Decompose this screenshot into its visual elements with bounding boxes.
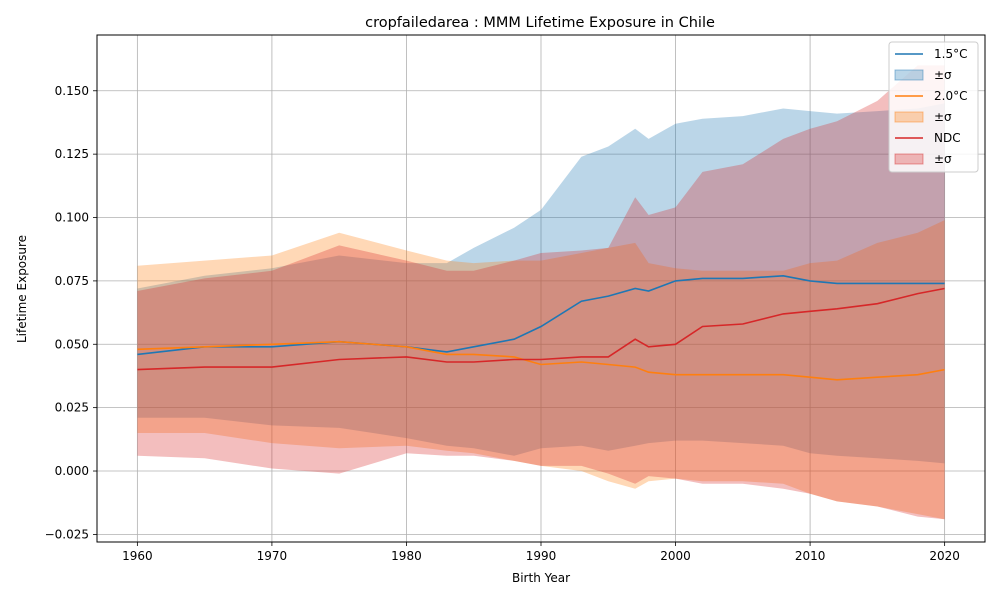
legend-label: 2.0°C [934, 89, 967, 103]
y-tick-label: 0.150 [55, 84, 89, 98]
sigma-band-1 [137, 103, 945, 464]
x-tick-label: 2020 [929, 549, 960, 563]
grid [97, 35, 985, 542]
series-line-3 [137, 287, 945, 371]
legend-label: ±σ [934, 152, 952, 166]
legend-band-swatch [894, 153, 924, 165]
sigma-bands [137, 65, 945, 520]
y-tick-label: 0.000 [55, 464, 89, 478]
x-tick-label: 1990 [526, 549, 557, 563]
y-tick-label: 0.100 [55, 211, 89, 225]
y-axis-label: Lifetime Exposure [15, 235, 29, 343]
x-tick-label: 1960 [122, 549, 153, 563]
sigma-band-2 [137, 220, 945, 520]
axis-ticks: 1960 1970 1980 1990 2000 2010 2020 −0.025 0.000 0… [45, 84, 960, 563]
y-tick-label: 0.075 [55, 274, 89, 288]
sigma-band-3 [137, 65, 945, 520]
x-axis-label: Birth Year [512, 571, 570, 585]
legend-label: 1.5°C [934, 47, 967, 61]
legend-box [888, 41, 979, 173]
y-tick-label: 0.025 [55, 401, 89, 415]
legend-band-swatch [894, 111, 924, 123]
legend-label: ±σ [934, 110, 952, 124]
x-tick-label: 1970 [257, 549, 288, 563]
series-line-2 [137, 340, 945, 381]
series-lines [137, 274, 945, 381]
chart-title: cropfailedarea : MMM Lifetime Exposure i… [365, 15, 715, 31]
legend: 1.5°C ±σ 2.0°C ±σ NDC ±σ [888, 41, 979, 173]
x-tick-label: 2000 [660, 549, 691, 563]
x-tick-label: 2010 [795, 549, 826, 563]
y-tick-label: 0.050 [55, 337, 89, 351]
legend-band-swatch [894, 69, 924, 81]
y-tick-label: 0.125 [55, 147, 89, 161]
x-tick-label: 1980 [391, 549, 422, 563]
y-tick-label: −0.025 [45, 527, 89, 541]
legend-label: ±σ [934, 68, 952, 82]
legend-label: NDC [934, 131, 961, 145]
